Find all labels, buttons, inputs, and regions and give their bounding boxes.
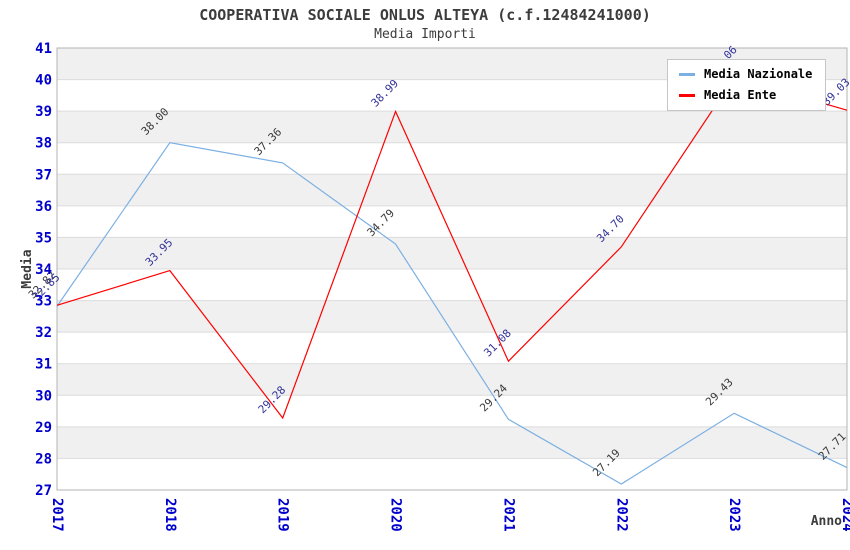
y-tick-label: 27 (35, 483, 52, 499)
plot-band (57, 300, 847, 333)
y-tick-label: 33 (35, 294, 52, 310)
x-tick-label: 2023 (726, 498, 742, 532)
legend-line-swatch-ente (679, 93, 695, 97)
y-tick-label: 39 (35, 104, 52, 120)
x-tick-label: 2019 (275, 498, 291, 532)
x-tick-label: 2018 (162, 498, 178, 532)
point-label: 34.79 (365, 207, 398, 240)
chart-title: COOPERATIVA SOCIALE ONLUS ALTEYA (c.f.12… (199, 6, 651, 24)
y-tick-label: 40 (35, 73, 52, 89)
x-tick-label: 2017 (49, 498, 65, 532)
point-label: 38.99 (369, 77, 402, 110)
y-tick-label: 30 (35, 388, 52, 404)
chart-subtitle: Media Importi (374, 27, 476, 42)
plot-band (57, 111, 847, 143)
legend-line-swatch-nazionale (679, 72, 695, 76)
y-tick-label: 35 (35, 230, 52, 246)
legend-item-media-nazionale: Media Nazionale (679, 67, 812, 81)
y-tick-label: 41 (35, 41, 52, 57)
x-tick-label: 2021 (500, 498, 516, 532)
y-tick-label: 29 (35, 420, 52, 436)
plot-band (57, 426, 847, 459)
y-axis-title: Media (20, 249, 35, 288)
legend: Media Nazionale Media Ente (667, 59, 827, 111)
y-tick-label: 37 (35, 167, 52, 183)
plot-band (57, 174, 847, 206)
x-tick-label: 2024 (839, 498, 850, 532)
series-line-media-nazionale (56, 142, 848, 485)
x-tick-label: 2022 (613, 498, 629, 532)
y-tick-label: 38 (35, 136, 52, 152)
legend-label: Media Nazionale (704, 67, 813, 81)
y-tick-label: 36 (35, 199, 52, 215)
y-tick-label: 28 (35, 451, 52, 467)
y-tick-label: 34 (35, 262, 52, 278)
x-axis-title: Anno (811, 514, 842, 529)
y-tick-label: 32 (35, 325, 52, 341)
plot-band (57, 237, 847, 269)
legend-item-media-ente: Media Ente (679, 88, 812, 102)
legend-label: Media Ente (704, 88, 777, 102)
plot-band (57, 363, 847, 396)
y-tick-label: 31 (35, 357, 52, 373)
x-tick-label: 2020 (388, 498, 404, 532)
plot-border (56, 47, 848, 491)
